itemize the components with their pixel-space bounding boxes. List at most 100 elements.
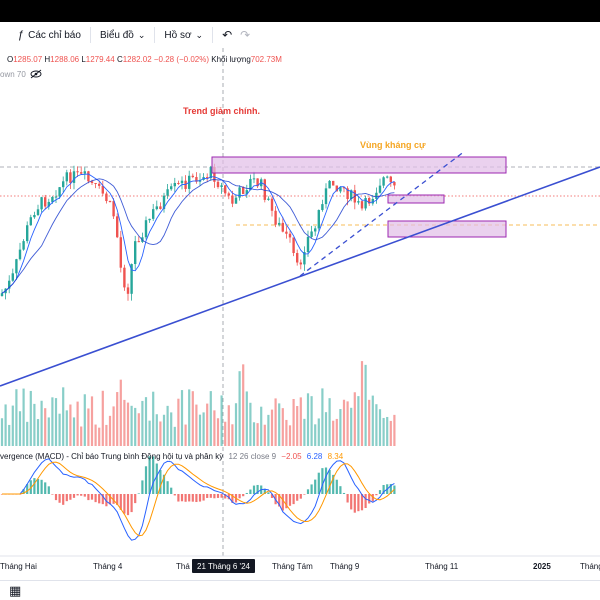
volume-bar — [22, 388, 25, 446]
macd-hist-bar — [324, 467, 328, 494]
volume-bar — [360, 361, 364, 446]
main-trendline[interactable] — [0, 166, 600, 387]
calendar-icon[interactable]: ▦ — [9, 583, 22, 598]
volume-bar — [346, 401, 349, 446]
candle-body — [65, 172, 68, 182]
macd-hist-bar — [314, 479, 317, 494]
volume-bar — [144, 397, 148, 446]
volume-bar — [213, 410, 216, 446]
volume-bar — [332, 420, 335, 446]
candle-body — [249, 178, 252, 191]
redo-icon[interactable]: ↷ — [240, 28, 251, 42]
volume-bar — [65, 410, 68, 446]
candle-body — [281, 222, 284, 232]
volume-bar — [0, 418, 4, 446]
volume-bar — [180, 390, 184, 446]
volume-bars — [0, 361, 396, 446]
profile-menu-label: Hồ sơ — [164, 29, 192, 41]
macd-hist-bar — [29, 480, 32, 494]
macd-hist-bar — [166, 481, 169, 494]
volume-bar — [220, 395, 223, 446]
signal-line — [2, 461, 395, 537]
macd-hist-bar — [148, 456, 151, 494]
indicators-label: Các chỉ báo — [28, 29, 81, 41]
candle-body — [227, 193, 230, 196]
macd-hist-bar — [350, 494, 353, 510]
volume-bar — [173, 426, 176, 446]
candle-body — [234, 197, 238, 204]
trend-annotation[interactable]: Trend giảm chính. — [183, 106, 260, 116]
eye-icon[interactable] — [30, 69, 42, 79]
candle-body — [108, 201, 112, 203]
macd-hist-bar — [62, 494, 65, 505]
volume-bar — [206, 403, 209, 446]
undo-icon[interactable]: ↶ — [222, 28, 233, 42]
volume-bar — [36, 419, 40, 446]
volume-bar — [101, 390, 104, 446]
volume-bar — [47, 417, 50, 446]
volume-label: Khối lượng — [211, 55, 251, 64]
profile-menu-button[interactable]: Hồ sơ ⌄ — [160, 25, 207, 45]
candle-body — [364, 197, 367, 209]
macd-hist-bar — [90, 494, 94, 500]
candle-body — [0, 293, 4, 296]
macd-hist-bar — [328, 469, 331, 494]
macd-hist-bar — [173, 494, 176, 496]
candle-body — [209, 166, 212, 179]
candle-body — [321, 204, 324, 211]
macd-hist-bar — [126, 494, 130, 516]
macd-hist-bar — [252, 485, 256, 494]
dashed-trendline[interactable] — [299, 150, 466, 277]
candle-body — [54, 196, 58, 198]
macd-hist-bar — [306, 489, 310, 494]
macd-hist-bar — [335, 479, 338, 494]
macd-hist-bar — [170, 487, 173, 494]
candle-body — [299, 262, 302, 265]
indicators-button[interactable]: ƒ Các chỉ báo — [14, 25, 85, 45]
volume-bar — [90, 396, 94, 446]
candle-body — [296, 253, 299, 263]
candle-body — [155, 206, 158, 210]
volume-bar — [306, 393, 310, 446]
chart-menu-button[interactable]: Biểu đồ ⌄ — [96, 25, 149, 45]
toolbar-divider — [89, 27, 91, 43]
candle-body — [119, 237, 122, 268]
small-zone[interactable] — [387, 194, 445, 204]
macd-hist-bar — [26, 484, 29, 494]
resistance-zone[interactable] — [211, 156, 507, 174]
volume-bar — [224, 421, 227, 446]
candle-body — [350, 190, 353, 200]
chart-toolbar: ƒ Các chỉ báo Biểu đồ ⌄ Hồ sơ ⌄ ↶ ↷ — [0, 22, 600, 48]
macd-hist-bar — [382, 484, 385, 494]
macd-hist-bar — [47, 486, 50, 494]
volume-bar — [159, 421, 162, 446]
macd-hist-bar — [152, 456, 155, 494]
candle-body — [69, 172, 72, 183]
candle-body — [393, 182, 396, 186]
candle-body — [238, 187, 241, 198]
macd-hist-bar — [195, 494, 198, 503]
macd-hist-bar — [216, 494, 220, 498]
volume-bar — [62, 387, 65, 446]
candle-body — [162, 195, 166, 210]
macd-hist-bar — [33, 478, 36, 494]
chart-area[interactable]: Trend giảm chính. Vùng kháng cự O1285.07… — [0, 48, 600, 582]
candle-body — [180, 180, 184, 184]
candle-body — [389, 176, 392, 183]
candle-body — [101, 185, 104, 194]
volume-bar — [364, 364, 367, 446]
macd-hist-bar — [188, 494, 191, 502]
candle-body — [263, 179, 266, 200]
macd-hist-bar — [267, 492, 270, 494]
macd-label: vergence (MACD) - Chỉ báo Trung bình Độn… — [0, 452, 223, 461]
x-axis: Tháng Hai Tháng 4 Thá Tháng Tám Tháng 9 Tháng… — [0, 562, 600, 571]
candle-body — [231, 195, 234, 204]
volume-bar — [310, 396, 313, 446]
macd-hist-bar — [65, 494, 68, 502]
resistance-annotation[interactable]: Vùng kháng cự — [360, 140, 426, 150]
candle-body — [144, 220, 148, 238]
volume-bar — [371, 395, 374, 446]
candle-body — [22, 241, 25, 250]
macd-hist-bar — [162, 474, 166, 494]
macd-hist-bar — [44, 482, 47, 494]
